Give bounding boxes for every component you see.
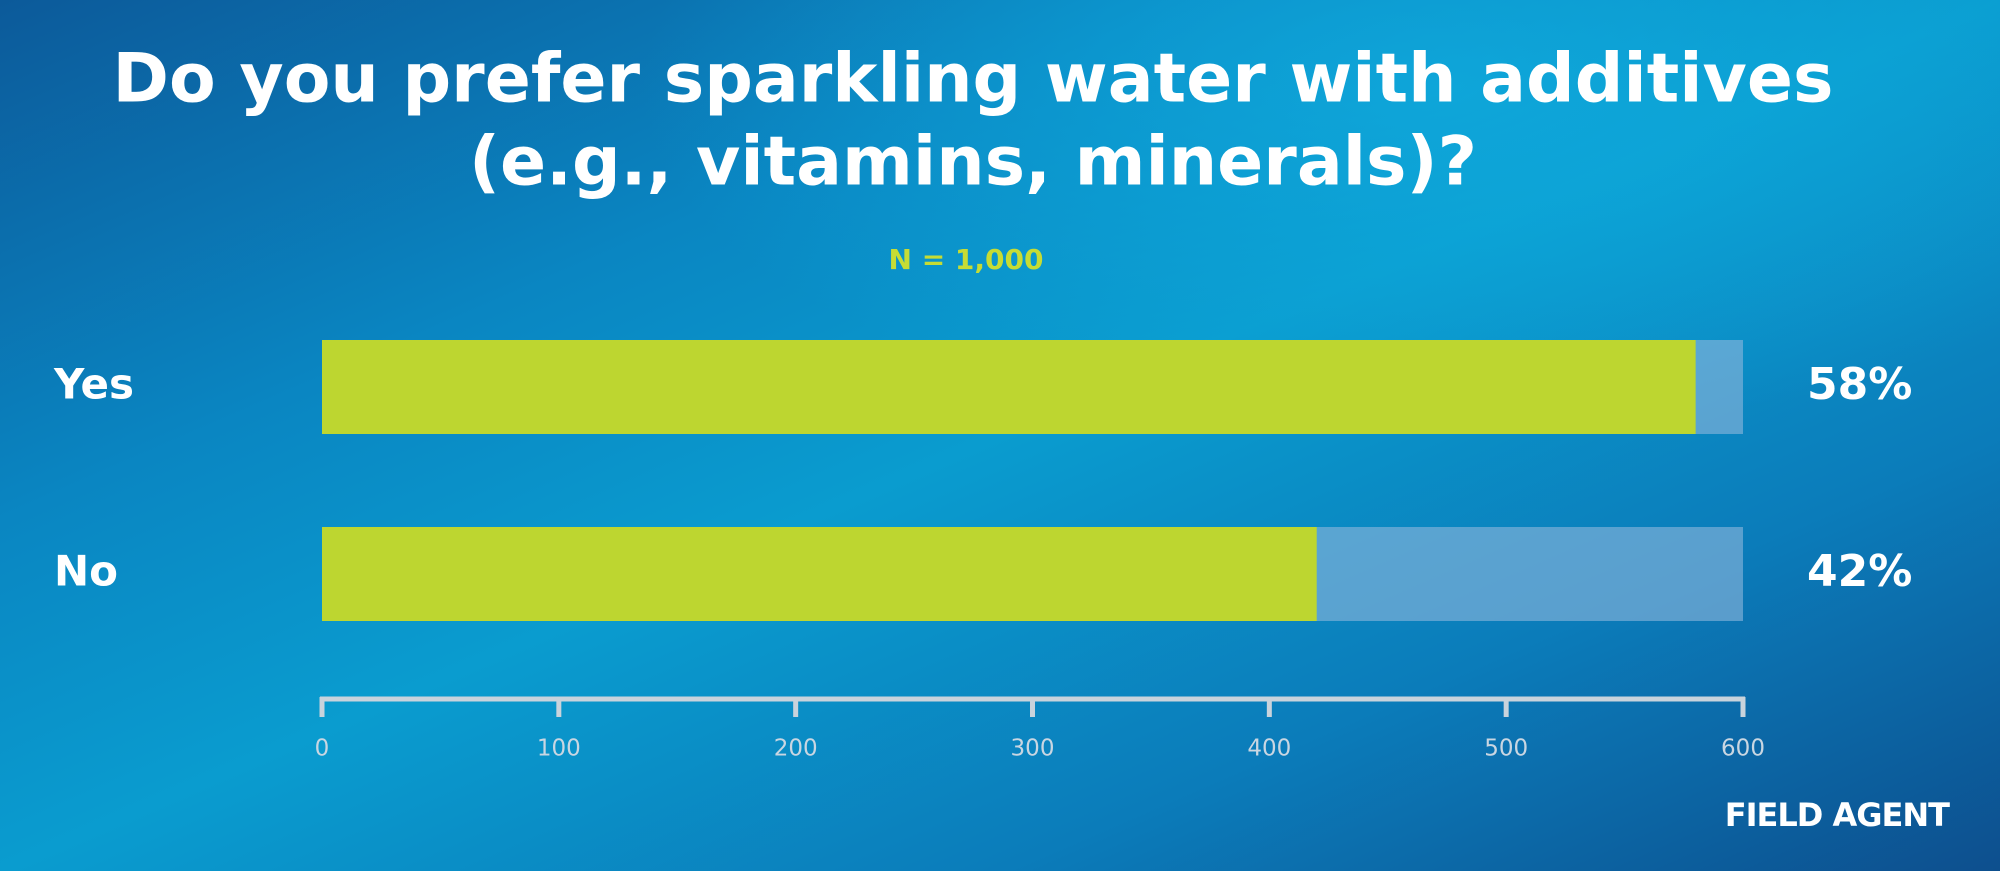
value-label: 58% — [1807, 359, 1912, 410]
x-tick-label: 500 — [1484, 736, 1528, 762]
bar — [322, 527, 1317, 621]
category-label: Yes — [53, 360, 134, 409]
chart-title: (e.g., vitamins, minerals)? — [469, 123, 1477, 202]
x-tick-label: 100 — [537, 736, 581, 762]
category-label: No — [54, 547, 118, 596]
value-label: 42% — [1807, 546, 1912, 597]
x-tick-label: 600 — [1721, 736, 1765, 762]
x-tick-label: 300 — [1011, 736, 1055, 762]
x-tick-label: 400 — [1247, 736, 1291, 762]
chart-title: Do you prefer sparkling water with addit… — [113, 40, 1834, 119]
logo: FIELD AGENT — [1725, 796, 1950, 834]
chart-subtitle: N = 1,000 — [889, 243, 1044, 276]
x-tick-label: 0 — [315, 736, 330, 762]
x-tick-label: 200 — [774, 736, 818, 762]
bar — [322, 340, 1696, 434]
